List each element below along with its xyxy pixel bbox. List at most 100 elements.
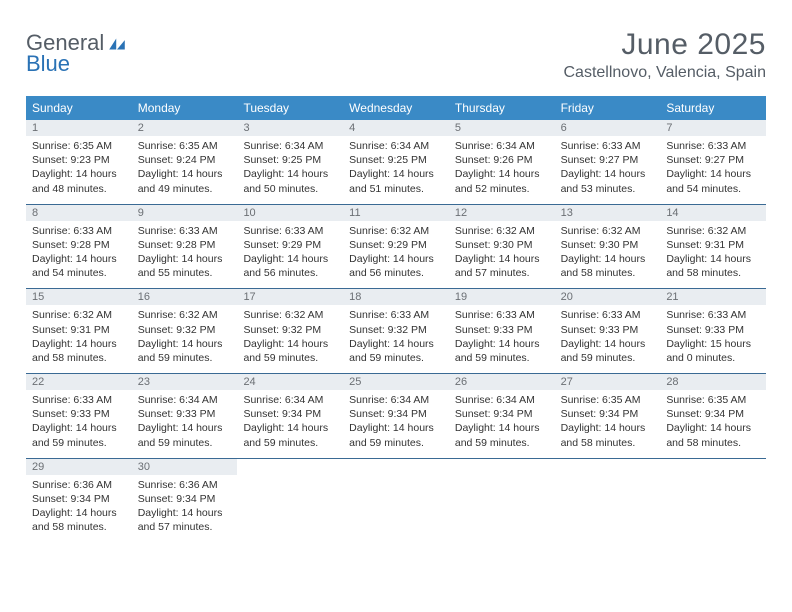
empty-cell: [555, 459, 661, 543]
daylight-line: Daylight: 14 hours and 59 minutes.: [243, 421, 337, 449]
day-cell: 29Sunrise: 6:36 AMSunset: 9:34 PMDayligh…: [26, 459, 132, 543]
week-row: 29Sunrise: 6:36 AMSunset: 9:34 PMDayligh…: [26, 459, 766, 543]
day-number: 9: [132, 205, 238, 221]
day-cell: 27 Sunrise: 6:35 AMSunset: 9:34 PMDayligh…: [555, 374, 661, 458]
day-cell: 9 Sunrise: 6:33 AMSunset: 9:28 PMDaylight…: [132, 205, 238, 289]
day-number: 21: [660, 289, 766, 305]
day-cell: 3Sunrise: 6:34 AMSunset: 9:25 PMDaylight…: [237, 120, 343, 204]
daylight-line: Daylight: 14 hours and 56 minutes.: [349, 252, 443, 280]
sunrise-line: Sunrise: 6:34 AM: [243, 139, 337, 153]
sunset-line: Sunset: 9:25 PM: [349, 153, 443, 167]
sunrise-line: Sunrise: 6:32 AM: [455, 224, 549, 238]
sunrise-line: Sunrise: 6:33 AM: [349, 308, 443, 322]
day-number: 7: [660, 120, 766, 136]
day-cell: 19Sunrise: 6:33 AMSunset: 9:33 PMDayligh…: [449, 289, 555, 373]
sunset-line: Sunset: 9:32 PM: [138, 323, 232, 337]
sunrise-line: Sunrise: 6:33 AM: [138, 224, 232, 238]
day-cell: 24Sunrise: 6:34 AMSunset: 9:34 PMDayligh…: [237, 374, 343, 458]
sunset-line: Sunset: 9:34 PM: [243, 407, 337, 421]
sunset-line: Sunset: 9:23 PM: [32, 153, 126, 167]
day-cell: 18Sunrise: 6:33 AMSunset: 9:32 PMDayligh…: [343, 289, 449, 373]
sunset-line: Sunset: 9:28 PM: [138, 238, 232, 252]
sunrise-line: Sunrise: 6:32 AM: [243, 308, 337, 322]
daylight-line: Daylight: 14 hours and 50 minutes.: [243, 167, 337, 195]
day-cell: 5Sunrise: 6:34 AMSunset: 9:26 PMDaylight…: [449, 120, 555, 204]
day-header-friday: Friday: [555, 96, 661, 120]
sunrise-line: Sunrise: 6:32 AM: [32, 308, 126, 322]
day-cell: 30 Sunrise: 6:36 AMSunset: 9:34 PMDayligh…: [132, 459, 238, 543]
week-row: 15Sunrise: 6:32 AMSunset: 9:31 PMDayligh…: [26, 289, 766, 374]
sunset-line: Sunset: 9:33 PM: [666, 323, 760, 337]
logo-word2: Blue: [26, 51, 70, 76]
day-cell: 11Sunrise: 6:32 AMSunset: 9:29 PMDayligh…: [343, 205, 449, 289]
day-number: 23: [132, 374, 238, 390]
sunrise-line: Sunrise: 6:36 AM: [138, 478, 232, 492]
day-cell: 23Sunrise: 6:34 AMSunset: 9:33 PMDayligh…: [132, 374, 238, 458]
day-header-saturday: Saturday: [660, 96, 766, 120]
daylight-line: Daylight: 14 hours and 56 minutes.: [243, 252, 337, 280]
sunrise-line: Sunrise: 6:34 AM: [455, 139, 549, 153]
day-number: 22: [26, 374, 132, 390]
daylight-line: Daylight: 14 hours and 58 minutes.: [32, 337, 126, 365]
day-number: 29: [26, 459, 132, 475]
day-cell: 15Sunrise: 6:32 AMSunset: 9:31 PMDayligh…: [26, 289, 132, 373]
sunrise-line: Sunrise: 6:32 AM: [138, 308, 232, 322]
day-number: 2: [132, 120, 238, 136]
day-number: 16: [132, 289, 238, 305]
daylight-line: Daylight: 14 hours and 57 minutes.: [138, 506, 232, 534]
daylight-line: Daylight: 14 hours and 59 minutes.: [455, 337, 549, 365]
weeks-container: 1 Sunrise: 6:35 AM Sunset: 9:23 PM Daylight…: [26, 120, 766, 542]
day-cell: 7Sunrise: 6:33 AMSunset: 9:27 PMDaylight…: [660, 120, 766, 204]
day-cell: 2Sunrise: 6:35 AMSunset: 9:24 PMDaylight…: [132, 120, 238, 204]
day-cell: 4Sunrise: 6:34 AMSunset: 9:25 PMDaylight…: [343, 120, 449, 204]
sunrise-line: Sunrise: 6:35 AM: [561, 393, 655, 407]
sunrise-line: Sunrise: 6:33 AM: [666, 308, 760, 322]
day-cell: 6Sunrise: 6:33 AMSunset: 9:27 PMDaylight…: [555, 120, 661, 204]
day-cell: 20Sunrise: 6:33 AMSunset: 9:33 PMDayligh…: [555, 289, 661, 373]
day-number: 30: [132, 459, 238, 475]
sunrise-line: Sunrise: 6:33 AM: [561, 139, 655, 153]
sunset-line: Sunset: 9:34 PM: [349, 407, 443, 421]
day-number: 1: [26, 120, 132, 136]
daylight-line: Daylight: 14 hours and 59 minutes.: [138, 337, 232, 365]
daylight-line: Daylight: 14 hours and 51 minutes.: [349, 167, 443, 195]
location: Castellnovo, Valencia, Spain: [564, 64, 767, 82]
day-header-sunday: Sunday: [26, 96, 132, 120]
sunset-line: Sunset: 9:30 PM: [561, 238, 655, 252]
sunset-line: Sunset: 9:29 PM: [349, 238, 443, 252]
sunset-line: Sunset: 9:31 PM: [32, 323, 126, 337]
day-number: 27: [555, 374, 661, 390]
sunrise-line: Sunrise: 6:36 AM: [32, 478, 126, 492]
day-header-thursday: Thursday: [449, 96, 555, 120]
sunset-line: Sunset: 9:34 PM: [561, 407, 655, 421]
day-number: 12: [449, 205, 555, 221]
day-number: 6: [555, 120, 661, 136]
empty-cell: [449, 459, 555, 543]
daylight-line: Daylight: 14 hours and 52 minutes.: [455, 167, 549, 195]
sunrise-line: Sunrise: 6:34 AM: [138, 393, 232, 407]
day-number: 28: [660, 374, 766, 390]
sunrise-line: Sunrise: 6:32 AM: [561, 224, 655, 238]
sunrise-line: Sunrise: 6:33 AM: [666, 139, 760, 153]
daylight-line: Daylight: 14 hours and 58 minutes.: [666, 421, 760, 449]
calendar-page: GeneralBlue June 2025 Castellnovo, Valen…: [0, 0, 792, 562]
day-number: 24: [237, 374, 343, 390]
day-number: 17: [237, 289, 343, 305]
day-number: 13: [555, 205, 661, 221]
day-cell: 1Sunrise: 6:35 AMSunset: 9:23 PMDaylight…: [26, 120, 132, 204]
sunrise-line: Sunrise: 6:34 AM: [455, 393, 549, 407]
sunset-line: Sunset: 9:33 PM: [561, 323, 655, 337]
week-row: 1Sunrise: 6:35 AMSunset: 9:23 PMDaylight…: [26, 120, 766, 205]
day-number: 3: [237, 120, 343, 136]
daylight-line: Daylight: 14 hours and 59 minutes.: [455, 421, 549, 449]
daylight-line: Daylight: 14 hours and 55 minutes.: [138, 252, 232, 280]
sunset-line: Sunset: 9:27 PM: [561, 153, 655, 167]
daylight-line: Daylight: 14 hours and 58 minutes.: [561, 421, 655, 449]
title-block: June 2025 Castellnovo, Valencia, Spain: [564, 28, 767, 82]
day-header-row: SundayMondayTuesdayWednesdayThursdayFrid…: [26, 96, 766, 120]
sunset-line: Sunset: 9:24 PM: [138, 153, 232, 167]
empty-cell: [660, 459, 766, 543]
day-number: 10: [237, 205, 343, 221]
sunset-line: Sunset: 9:34 PM: [138, 492, 232, 506]
sunrise-line: Sunrise: 6:32 AM: [349, 224, 443, 238]
